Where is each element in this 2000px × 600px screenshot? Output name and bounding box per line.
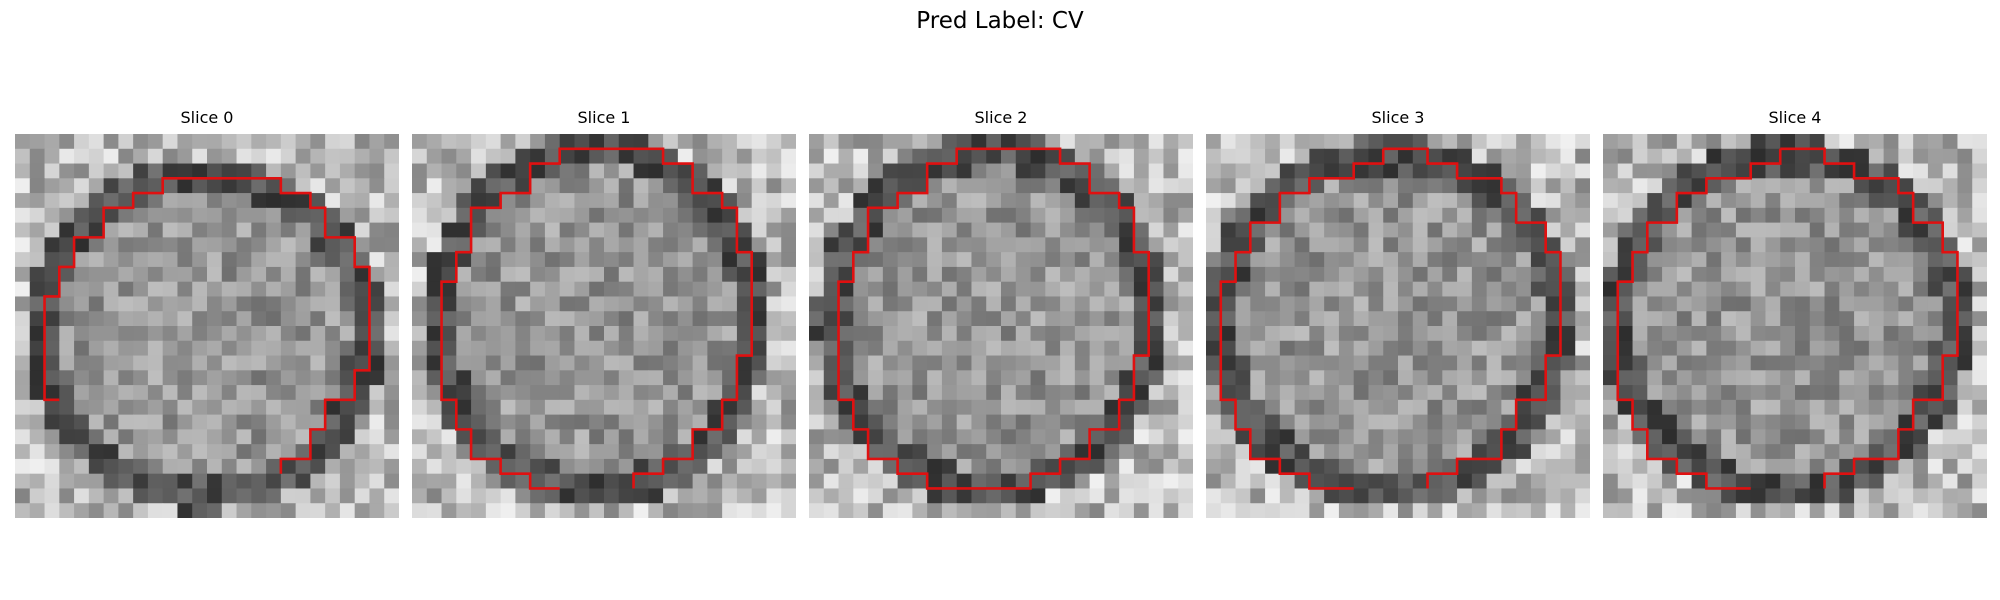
slice-panel-3: Slice 3 — [1206, 108, 1590, 518]
segmentation-contour — [837, 147, 1150, 490]
segmentation-contour — [1219, 148, 1385, 490]
slice-title-1: Slice 1 — [577, 108, 631, 127]
slice-image-4 — [1603, 134, 1987, 518]
segmentation-contour — [589, 147, 753, 489]
slice-image-2 — [809, 134, 1193, 518]
slice-title-0: Slice 0 — [180, 108, 234, 127]
slice-title-2: Slice 2 — [974, 108, 1028, 127]
figure-title: Pred Label: CV — [916, 8, 1084, 34]
slice-panel-4: Slice 4 — [1603, 108, 1987, 518]
slice-panel-0: Slice 0 — [15, 108, 399, 518]
segmentation-contour — [1383, 147, 1562, 489]
pixel-grid — [1603, 134, 1987, 518]
segmentation-contour — [43, 177, 207, 402]
segmentation-contour — [1780, 147, 1959, 489]
segmentation-contour — [1616, 148, 1782, 490]
slice-image-1 — [412, 134, 796, 518]
slice-title-4: Slice 4 — [1768, 108, 1822, 127]
pixel-grid — [412, 134, 796, 518]
segmentation-contour — [207, 177, 371, 474]
segmentation-contour — [440, 147, 590, 490]
slice-panel-1: Slice 1 — [412, 108, 796, 518]
slice-image-3 — [1206, 134, 1590, 518]
pixel-grid — [809, 134, 1193, 518]
pixel-grid — [15, 134, 399, 518]
slice-image-0 — [15, 134, 399, 518]
pixel-grid — [1206, 134, 1590, 518]
slice-panel-2: Slice 2 — [809, 108, 1193, 518]
slice-title-3: Slice 3 — [1371, 108, 1425, 127]
